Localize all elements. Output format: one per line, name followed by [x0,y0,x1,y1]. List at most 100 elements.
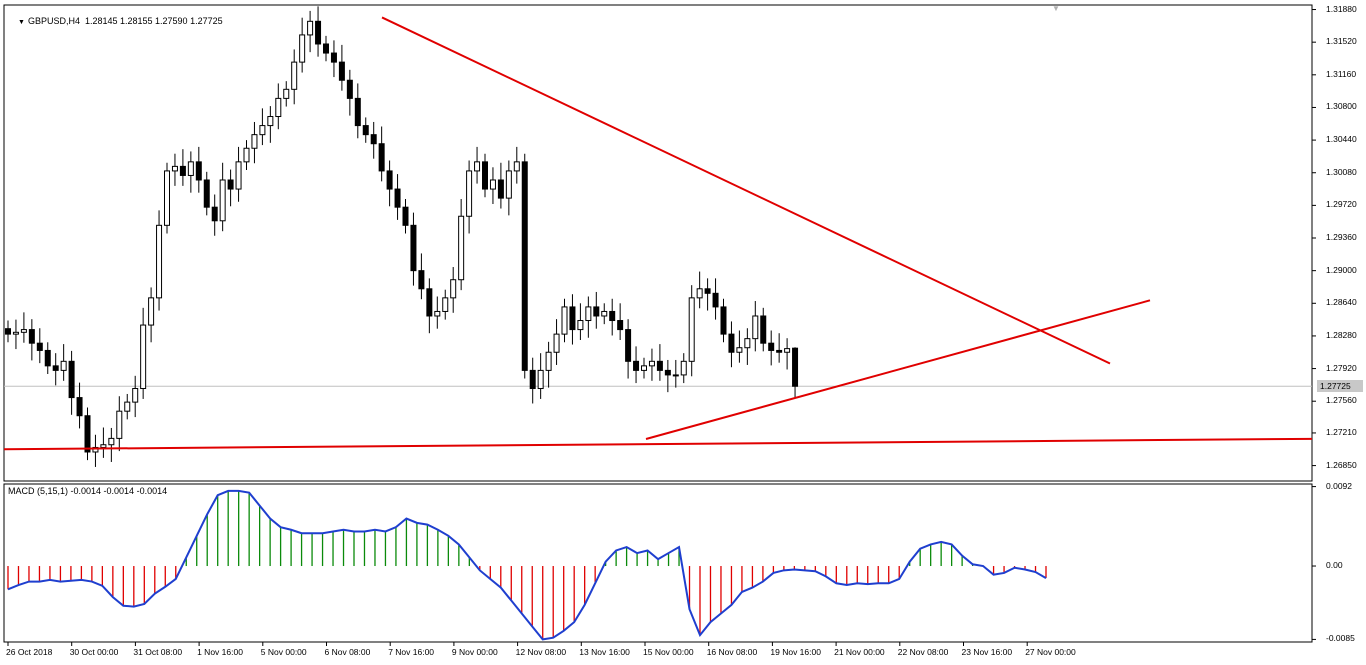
price-tick-label: 1.29720 [1326,199,1357,210]
candle-bear [76,397,83,417]
time-tick-label: 16 Nov 08:00 [706,647,758,657]
candle-bear [402,206,409,226]
candle-bull [171,165,178,172]
candle-bear [664,369,671,376]
candle-bull [553,333,560,353]
candle-bear [52,365,59,371]
candle-bear [330,52,337,63]
candle-bull [601,310,608,317]
candle-bull [116,410,123,439]
candle-bear [68,360,75,399]
time-tick-label: 27 Nov 00:00 [1025,647,1076,657]
candle-bull [243,147,250,163]
candle-bear [792,347,799,387]
candle-bear [211,206,218,222]
candle-bear [370,134,377,145]
price-tick-label: 1.28640 [1326,297,1357,308]
candle-bear [5,328,11,335]
candle-bear [768,342,775,351]
candle-bear [179,165,186,176]
candle-bull [505,170,512,199]
candle-bull [561,306,568,335]
price-pane-frame [3,4,1313,482]
candle-bull [283,88,290,99]
candle-bear [410,224,417,272]
candle-bull [291,61,298,90]
time-tick-label: 9 Nov 00:00 [451,647,498,657]
candle-bull [251,134,258,149]
candle-bull [259,125,266,136]
price-tick-label: 1.31880 [1326,3,1357,14]
price-tick-label: 1.31160 [1326,68,1357,79]
candle-bull [672,374,679,377]
candle-bear [84,415,91,453]
candle-bear [617,320,624,331]
candle-bull [307,20,314,36]
candle-bear [378,143,385,172]
price-tick-label: 1.26850 [1326,459,1357,470]
candle-bear [497,179,504,199]
candle-bear [712,292,719,308]
candle-bear [704,288,711,294]
candle-bull [140,324,147,390]
candle-bear [482,161,488,190]
candle-bull [680,360,687,376]
candle-bull [108,437,115,446]
candle-bull [12,331,19,335]
candle-bear [323,43,329,54]
time-tick-label: 5 Nov 00:00 [260,647,307,657]
price-tick-label: 1.29360 [1326,232,1357,242]
candle-bear [760,315,767,344]
macd-tick-label: 0.00 [1326,560,1343,571]
time-tick-label: 15 Nov 00:00 [643,647,694,657]
current-price-tag: 1.27725 [1317,380,1363,393]
candle-bull [688,297,695,362]
candle-bear [386,170,393,190]
time-tick-label: 22 Nov 08:00 [897,647,949,657]
macd-tick-label: 0.0092 [1326,480,1352,491]
candle-bear [529,369,536,390]
candle-bull [489,179,496,190]
time-tick-label: 31 Oct 08:00 [133,647,183,657]
candle-bull [466,170,473,217]
candle-bull [537,369,544,390]
symbol-header: ▼ GBPUSD,H4 1.28145 1.28155 1.27590 1.277… [8,6,223,36]
candle-bull [434,310,441,317]
candle-bear [227,179,234,190]
macd-label: MACD (5,15,1) -0.0014 -0.0014 -0.0014 [8,486,168,496]
candle-bear [521,161,528,371]
time-tick-label: 12 Nov 08:00 [515,647,567,657]
candle-bull [513,161,520,172]
candle-bull [577,320,584,331]
time-tick-label: 23 Nov 16:00 [961,647,1013,657]
time-tick-label: 26 Oct 2018 [6,647,53,657]
candle-bull [275,97,282,118]
candle-bull [442,297,449,312]
triangle-down-icon[interactable]: ▼ [1052,4,1060,13]
candle-bull [132,388,139,403]
candle-bull [450,279,457,299]
trendline-support [3,437,1313,451]
candle-bull [187,161,194,176]
candle-bear [656,360,663,371]
candle-bear [633,360,640,371]
price-tick-label: 1.29000 [1326,264,1357,275]
candle-bull [744,338,751,349]
candle-bear [418,270,425,290]
trendline-lower [645,299,1151,440]
candle-bear [315,20,322,45]
macd-tick-label: -0.0085 [1326,633,1355,644]
candle-bull [299,34,306,63]
caret-down-icon[interactable]: ▼ [18,19,25,26]
candle-bull [474,161,481,172]
candle-bull [124,401,131,412]
time-tick-label: 30 Oct 00:00 [69,647,119,657]
trendline-upper [381,16,1111,365]
price-tick-label: 1.27210 [1326,426,1357,437]
candle-bear [569,306,576,331]
price-tick-label: 1.27560 [1326,395,1357,406]
candle-bull [267,116,274,127]
candle-bull [235,161,242,190]
